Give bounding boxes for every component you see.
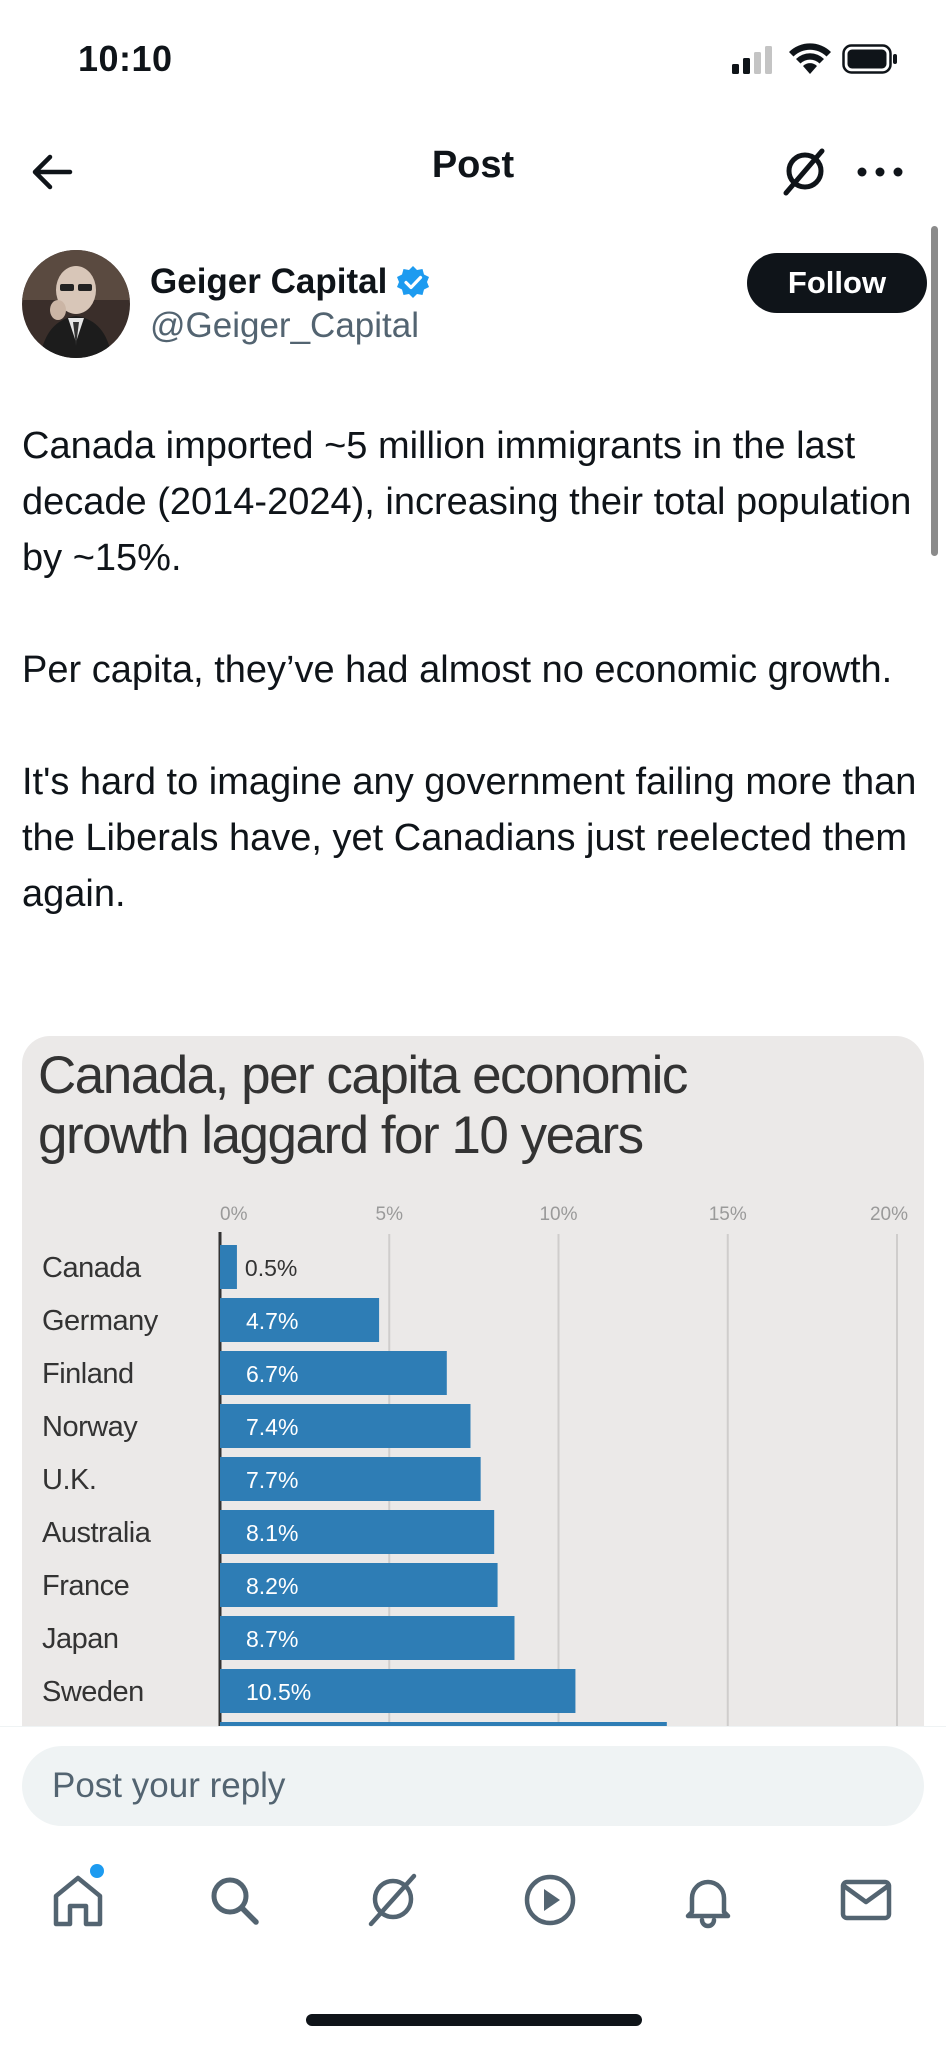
chart-category-label: Sweden [42,1676,144,1708]
home-icon [53,1875,103,1927]
tab-grok[interactable] [356,1864,428,1936]
author-name-text: Geiger Capital [150,262,388,301]
chart-value-label: 8.2% [246,1573,298,1599]
video-icon [524,1874,576,1926]
post-author: Geiger Capital @Geiger_Capital Follow [22,250,927,360]
chart-category-label: Norway [42,1411,138,1443]
follow-button[interactable]: Follow [747,253,927,313]
chart-bar [220,1616,515,1660]
reply-input[interactable]: Post your reply [22,1746,924,1826]
notifications-icon [685,1879,731,1929]
post-paragraph: Per capita, they’ve had almost no econom… [22,649,893,691]
chart-bar [220,1722,667,1728]
search-icon [211,1877,259,1925]
back-button[interactable] [18,138,86,206]
tab-notifications[interactable] [672,1864,744,1936]
chart-title: Canada, per capita economic growth lagga… [38,1046,688,1165]
chart-category-label: U.K. [42,1464,96,1496]
chart-value-label: 7.4% [246,1414,298,1440]
chart-tick-label: 0% [220,1204,248,1225]
chart-tick-label: 5% [376,1204,404,1225]
grok-button[interactable] [770,138,838,206]
chart-value-label: 0.5% [245,1255,297,1281]
tab-video[interactable] [514,1864,586,1936]
chart-bar [220,1404,471,1448]
status-time: 10:10 [78,38,173,79]
grok-icon [783,148,825,196]
status-bar: 10:10 [0,0,946,120]
home-notification-dot [90,1864,104,1878]
avatar[interactable] [22,250,130,358]
chart-value-label: 6.7% [246,1361,298,1387]
tab-search[interactable] [198,1864,270,1936]
avatar-image [22,250,130,358]
post-text: Canada imported ~5 million immigrants in… [22,418,922,922]
messages-icon [840,1879,892,1921]
chart-bar [220,1669,576,1713]
reply-area: Post your reply [0,1726,946,1842]
chart-category-label: Japan [42,1623,119,1655]
chart-tick-label: 10% [539,1204,577,1225]
verified-badge-icon [397,266,430,298]
tab-home[interactable] [42,1864,114,1936]
more-dots-icon [857,167,903,177]
page-title: Post [431,144,515,186]
author-handle[interactable]: @Geiger_Capital [150,306,419,345]
chart-category-label: Germany [42,1305,159,1337]
chart-bar [220,1245,237,1289]
post-media-chart[interactable]: Canada, per capita economic growth lagga… [22,1036,924,1728]
chart-bar [220,1457,481,1501]
more-options-button[interactable] [846,138,914,206]
back-arrow-icon [32,154,73,190]
author-name[interactable]: Geiger Capital [150,262,431,302]
chart-category-label: Finland [42,1358,134,1390]
wifi-icon [789,43,831,74]
battery-icon [842,44,897,74]
chart-bar [220,1510,495,1554]
chart-category-label: France [42,1570,129,1602]
cellular-signal-icon [732,46,772,74]
tab-messages[interactable] [830,1864,902,1936]
nav-bar: Post [0,130,946,210]
chart-value-label: 4.7% [246,1308,298,1334]
chart-bar [220,1563,498,1607]
chart-category-label: Australia [42,1517,152,1549]
scrollbar[interactable] [931,226,938,556]
chart-category-label: Canada [42,1252,142,1284]
chart-tick-label: 15% [709,1204,747,1225]
bar-chart: 0% 5% 10% 15% 20% Canada 0.5% Germany 4.7% Finlan… [42,1204,908,1728]
chart-value-label: 8.7% [246,1626,298,1652]
chart-tick-label: 20% [870,1204,908,1225]
chart-bar [220,1351,447,1395]
home-indicator[interactable] [306,2014,642,2026]
bottom-tab-bar [0,1842,946,1972]
chart-bar [220,1298,380,1342]
post-paragraph: Canada imported ~5 million immigrants in… [22,425,912,579]
chart-value-label: 8.1% [246,1520,298,1546]
chart-value-label: 7.7% [246,1467,298,1493]
post-paragraph: It's hard to imagine any government fail… [22,761,917,915]
chart-value-label: 10.5% [246,1679,311,1705]
grok-icon [368,1873,417,1927]
